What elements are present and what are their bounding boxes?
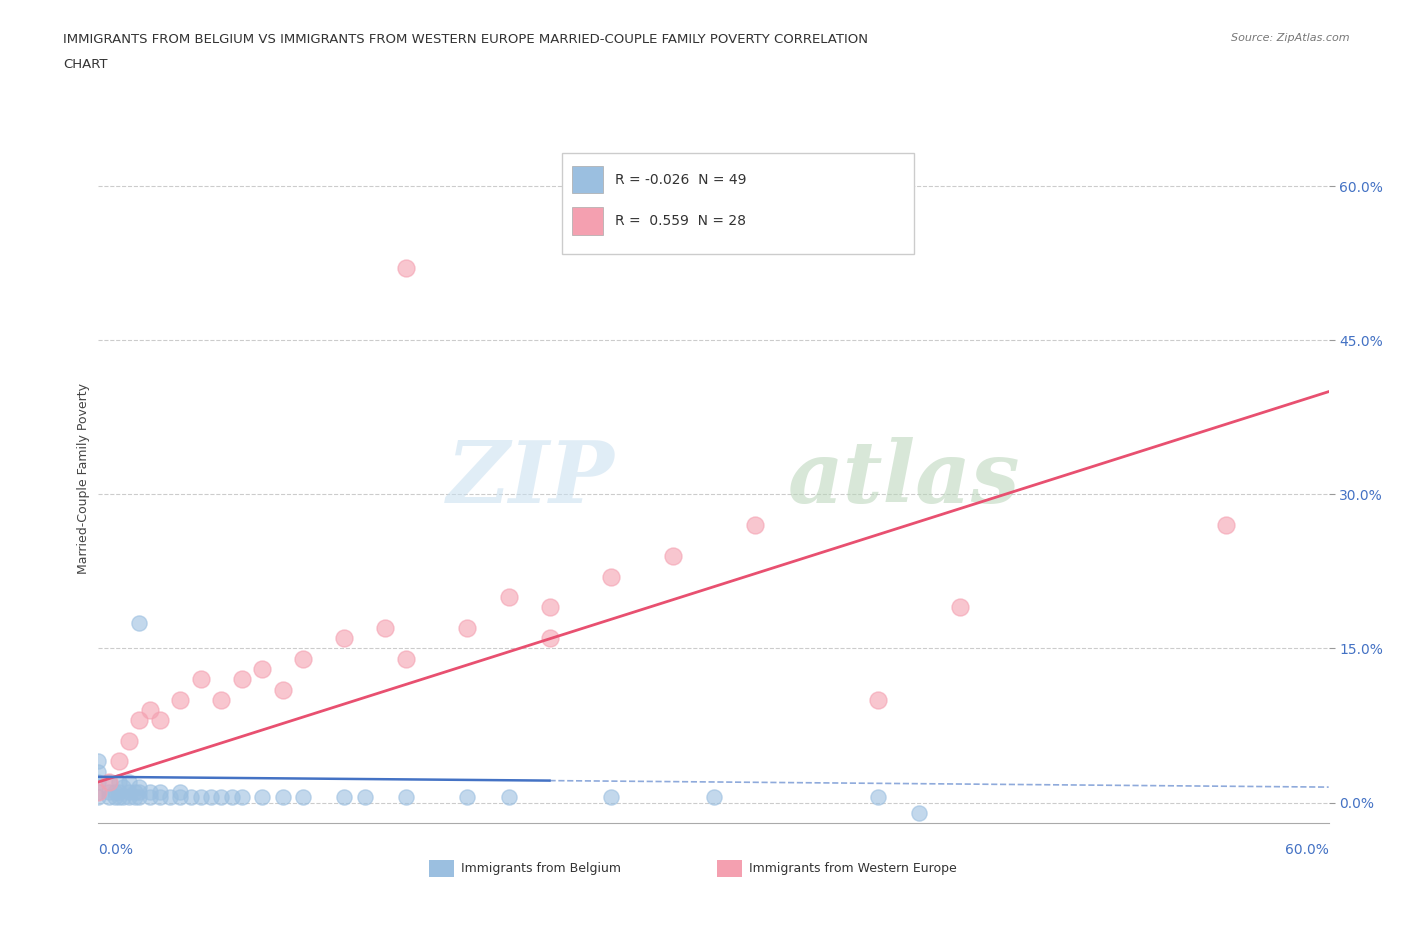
Point — [221, 790, 243, 804]
Point — [395, 651, 418, 666]
Point — [200, 790, 222, 804]
Point — [1215, 518, 1237, 533]
Point — [138, 703, 160, 718]
Point — [252, 790, 274, 804]
Bar — [572, 166, 603, 193]
Text: Immigrants from Belgium: Immigrants from Belgium — [461, 862, 621, 875]
Point — [231, 790, 253, 804]
Point — [112, 779, 135, 794]
Text: atlas: atlas — [787, 437, 1019, 521]
Point — [87, 764, 110, 779]
FancyBboxPatch shape — [562, 153, 914, 254]
Point — [104, 785, 127, 800]
Point — [600, 790, 623, 804]
Point — [169, 790, 191, 804]
Point — [395, 261, 418, 276]
Point — [949, 600, 972, 615]
Point — [108, 790, 131, 804]
Point — [271, 790, 294, 804]
Point — [661, 549, 683, 564]
Point — [104, 790, 127, 804]
Point — [180, 790, 202, 804]
Point — [271, 682, 294, 697]
Text: ZIP: ZIP — [447, 437, 616, 521]
Point — [128, 616, 150, 631]
Point — [498, 790, 520, 804]
Point — [169, 785, 191, 800]
Point — [600, 569, 623, 584]
Point — [333, 631, 356, 645]
Point — [118, 790, 141, 804]
Point — [498, 590, 520, 604]
Text: Source: ZipAtlas.com: Source: ZipAtlas.com — [1232, 33, 1350, 43]
Point — [292, 790, 315, 804]
Point — [703, 790, 725, 804]
Point — [169, 692, 191, 707]
Point — [354, 790, 377, 804]
Point — [149, 790, 172, 804]
Point — [538, 631, 561, 645]
Text: 60.0%: 60.0% — [1285, 843, 1329, 857]
Point — [138, 785, 160, 800]
Point — [292, 651, 315, 666]
Point — [866, 692, 889, 707]
Point — [457, 620, 479, 635]
Point — [87, 775, 110, 790]
Point — [211, 692, 233, 707]
Bar — [572, 207, 603, 234]
Point — [149, 713, 172, 728]
Point — [87, 785, 110, 800]
Point — [97, 775, 120, 790]
Point — [231, 671, 253, 686]
Point — [108, 754, 131, 769]
Point — [97, 785, 120, 800]
Point — [118, 775, 141, 790]
Point — [190, 671, 212, 686]
Point — [159, 790, 181, 804]
Point — [149, 785, 172, 800]
Point — [97, 775, 120, 790]
Point — [108, 785, 131, 800]
Point — [87, 790, 110, 804]
Point — [87, 754, 110, 769]
Point — [128, 785, 150, 800]
Point — [128, 790, 150, 804]
Text: CHART: CHART — [63, 58, 108, 71]
Y-axis label: Married-Couple Family Poverty: Married-Couple Family Poverty — [77, 383, 90, 575]
Text: 0.0%: 0.0% — [98, 843, 134, 857]
Text: IMMIGRANTS FROM BELGIUM VS IMMIGRANTS FROM WESTERN EUROPE MARRIED-COUPLE FAMILY : IMMIGRANTS FROM BELGIUM VS IMMIGRANTS FR… — [63, 33, 869, 46]
Point — [538, 600, 561, 615]
Point — [124, 785, 146, 800]
Point — [108, 775, 131, 790]
Point — [118, 734, 141, 749]
Point — [128, 713, 150, 728]
Point — [457, 790, 479, 804]
Point — [118, 785, 141, 800]
Text: Immigrants from Western Europe: Immigrants from Western Europe — [749, 862, 957, 875]
Point — [252, 661, 274, 676]
Point — [124, 790, 146, 804]
Point — [211, 790, 233, 804]
Point — [138, 790, 160, 804]
Text: R = -0.026  N = 49: R = -0.026 N = 49 — [616, 173, 747, 187]
Point — [866, 790, 889, 804]
Point — [190, 790, 212, 804]
Point — [374, 620, 396, 635]
Point — [128, 779, 150, 794]
Point — [112, 790, 135, 804]
Point — [333, 790, 356, 804]
Point — [87, 785, 110, 800]
Point — [395, 790, 418, 804]
Point — [907, 805, 929, 820]
Point — [744, 518, 766, 533]
Point — [97, 790, 120, 804]
Text: R =  0.559  N = 28: R = 0.559 N = 28 — [616, 214, 747, 228]
